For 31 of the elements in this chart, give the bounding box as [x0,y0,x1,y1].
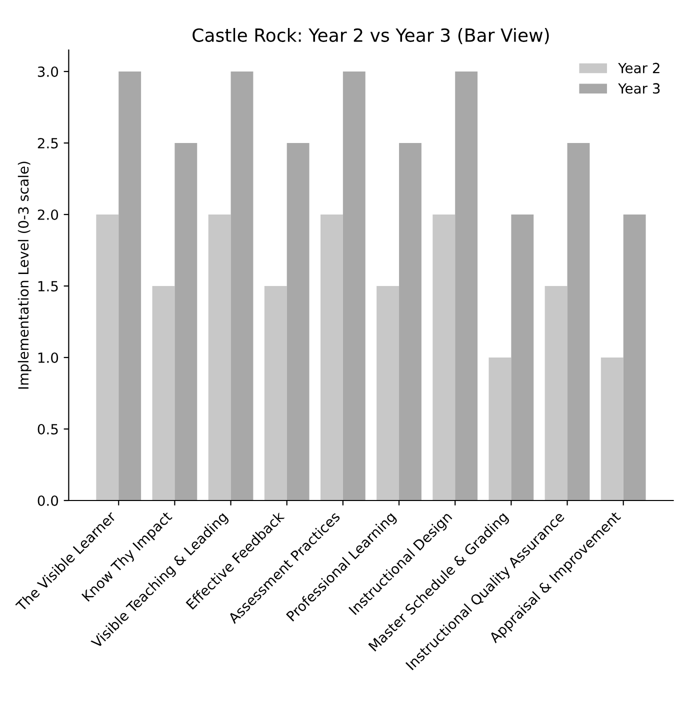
bar [488,358,512,500]
y-tick-label: 0.5 [38,424,58,434]
bar [455,72,478,500]
bar [174,143,198,500]
y-tick-label: 2.0 [38,209,58,220]
y-tick-label: 3.0 [38,66,58,77]
bar [600,358,624,500]
bar [264,286,287,500]
y-tick-label: 1.0 [38,352,58,363]
bar [286,143,310,500]
y-axis-title: Implementation Level (0-3 scale) [18,162,32,389]
bar [623,214,646,500]
y-tick-label: 2.5 [38,138,58,148]
y-tick-label: 0.0 [38,495,58,506]
bar [376,286,400,500]
bar [511,214,534,500]
legend-label: Year 2 [618,62,660,74]
legend-label: Year 3 [618,83,660,94]
chart-title: Castle Rock: Year 2 vs Year 3 (Bar View) [192,28,549,44]
bar [96,214,119,500]
bar [152,286,175,500]
bar [544,286,568,500]
bar [399,143,422,500]
bar [230,72,254,500]
bar [567,143,590,500]
bar [320,214,343,500]
bar [342,72,366,500]
y-tick-label: 1.5 [38,281,58,292]
bar [118,72,142,500]
bar [208,214,231,500]
bar [432,214,456,500]
